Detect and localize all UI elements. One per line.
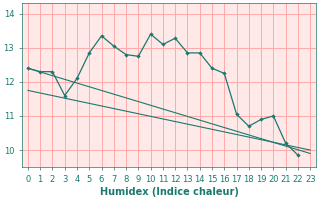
X-axis label: Humidex (Indice chaleur): Humidex (Indice chaleur)	[100, 187, 238, 197]
